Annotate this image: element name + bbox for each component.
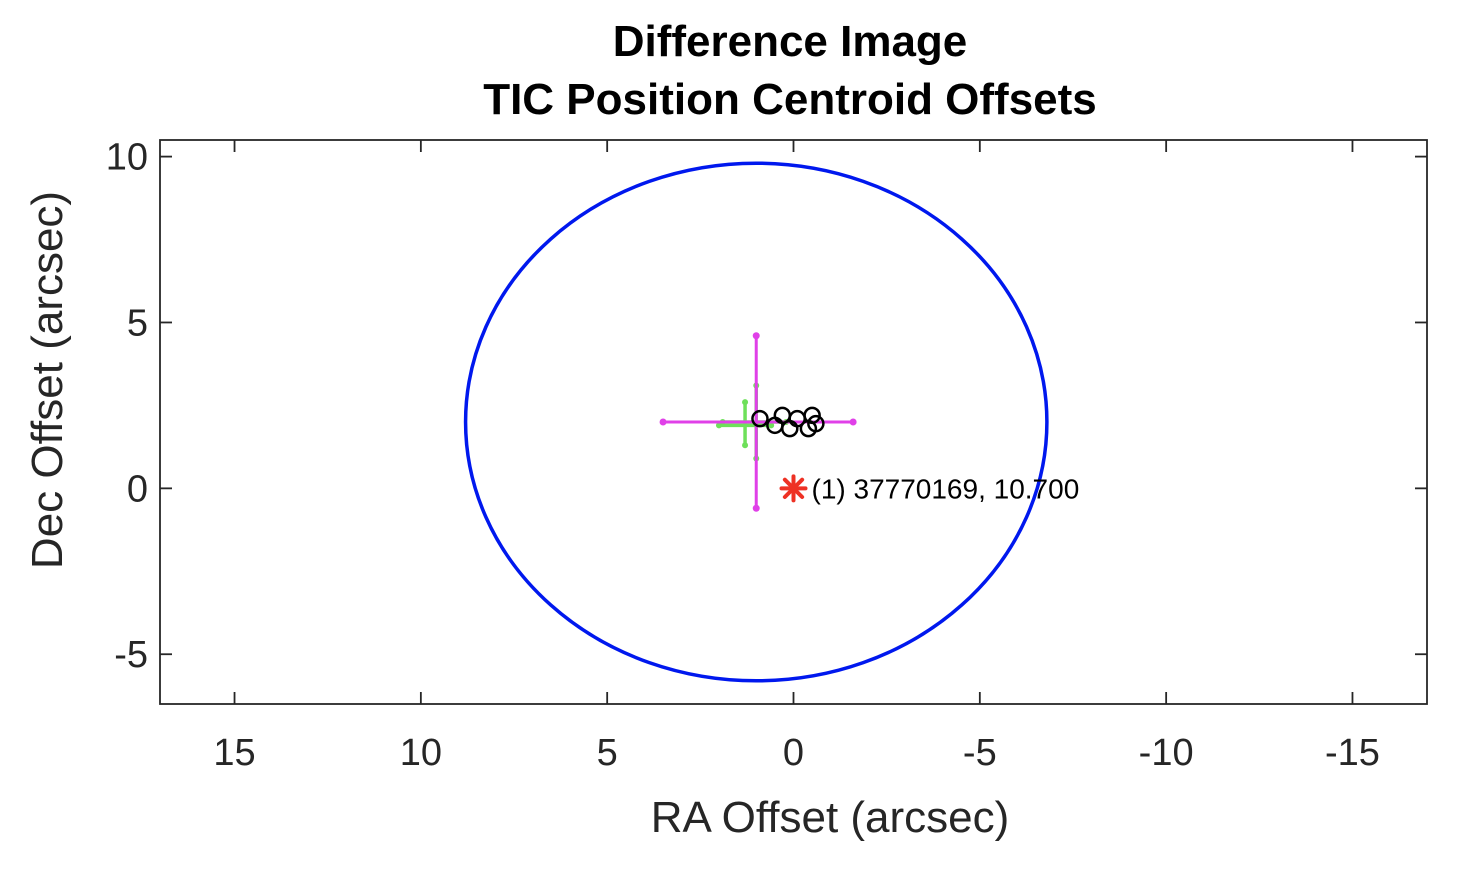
axes-ticks: 15 10 5 0 -5 -10 -15 10 5 0 -5: [106, 137, 1428, 774]
magenta-error-bar-end-1: [849, 418, 857, 426]
x-tick-label-5: -10: [1139, 732, 1194, 774]
x-tick-label-1: 10: [400, 732, 442, 774]
centroid-point-6: [803, 406, 821, 425]
x-axis-label: RA Offset (arcsec): [651, 793, 1010, 842]
x-tick-label-3: 0: [783, 732, 804, 774]
magenta-error-bar-end-0: [659, 418, 667, 426]
x-tick-label-2: 5: [597, 732, 618, 774]
green-error-bar-end-1-2: [742, 442, 749, 449]
plot-area: (1) 37770169, 10.700: [463, 161, 1080, 683]
y-axis-label: Dec Offset (arcsec): [23, 191, 72, 569]
uncertainty-circle: [463, 161, 1049, 683]
y-tick-label-1: 5: [127, 302, 148, 344]
y-tick-label-2: 0: [127, 468, 148, 510]
chart-title-line-2: TIC Position Centroid Offsets: [483, 75, 1097, 124]
magenta-error-bar-end-2: [752, 504, 760, 512]
magenta-error-bar-end-3: [752, 332, 760, 340]
x-tick-label-0: 15: [213, 732, 255, 774]
centroid-point-7: [807, 414, 825, 433]
y-tick-label-0: 10: [106, 137, 148, 179]
target-marker-stroke-3: [782, 477, 805, 499]
centroid-point-0: [751, 409, 769, 428]
green-error-bar-end-1-1: [768, 422, 775, 429]
x-tick-label-6: -15: [1325, 732, 1380, 774]
chart-title-line-1: Difference Image: [613, 17, 968, 66]
green-error-bar-end-1-3: [742, 399, 749, 406]
target-label-0: (1) 37770169, 10.700: [812, 473, 1080, 504]
y-tick-label-3: -5: [114, 634, 148, 676]
target-marker-0: [779, 474, 808, 503]
x-tick-label-4: -5: [963, 732, 997, 774]
green-error-bar-end-1-0: [715, 422, 722, 429]
